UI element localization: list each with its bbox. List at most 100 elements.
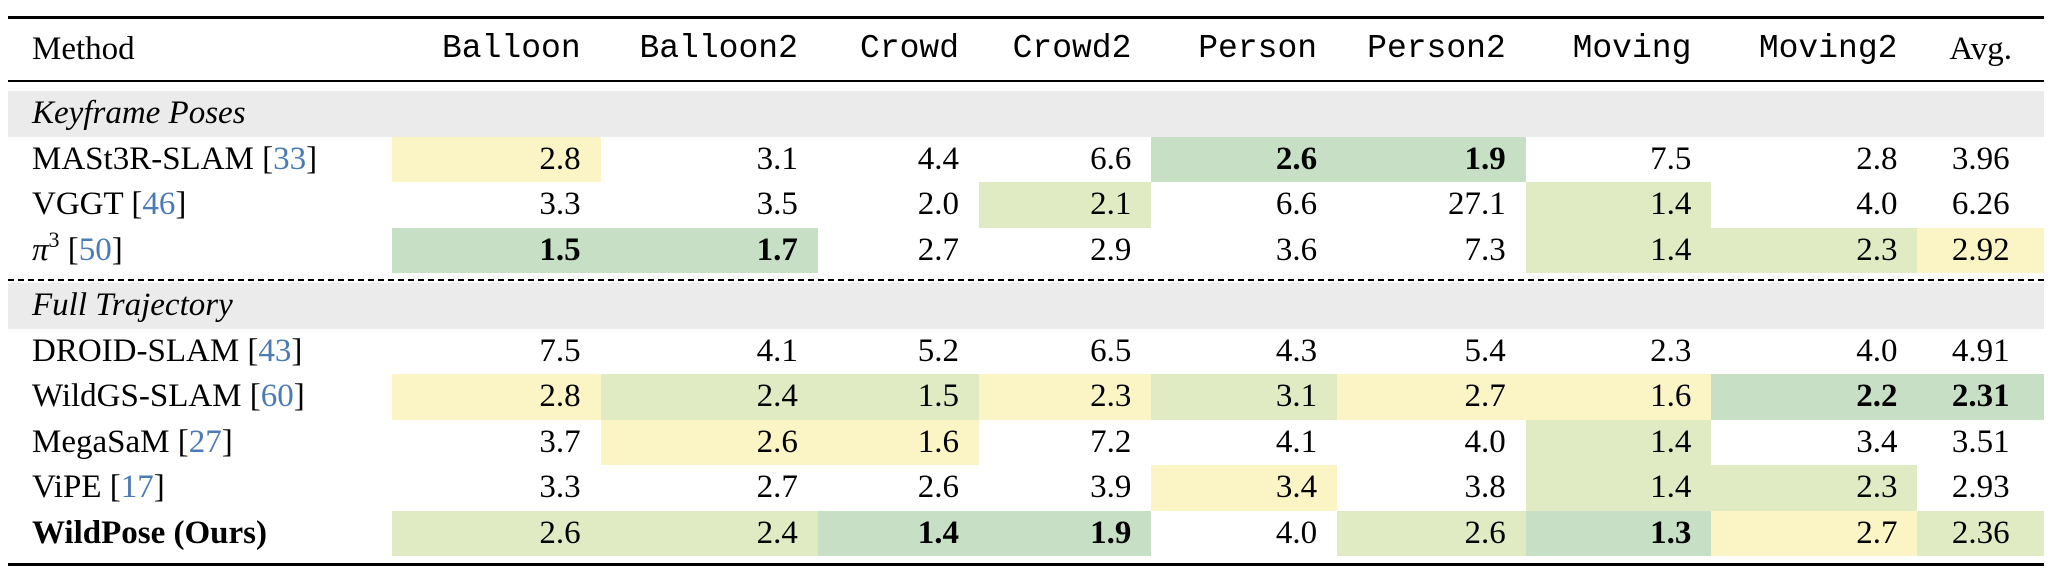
table-row: MegaSaM [27] 3.7 2.6 1.6 7.2 4.1 4.0 1.4 3.4 3.51 xyxy=(8,419,2044,465)
value-cell: 2.6 xyxy=(600,419,818,465)
value-cell: 2.2 xyxy=(1711,374,1918,420)
citation-link[interactable]: 33 xyxy=(273,140,307,177)
value-cell: 1.4 xyxy=(1525,465,1712,511)
value-cell: 1.9 xyxy=(1337,136,1526,182)
section-header-row: Keyframe Poses xyxy=(8,91,2044,137)
table-row: VGGT [46] 3.3 3.5 2.0 2.1 6.6 27.1 1.4 4.0 6.26 xyxy=(8,182,2044,228)
value-cell: 7.5 xyxy=(1650,140,1692,177)
value-cell: 6.6 xyxy=(1090,140,1132,177)
method-name-cell: DROID-SLAM [43] xyxy=(32,332,303,369)
avg-cell: 2.93 xyxy=(1951,469,2010,505)
table-row: WildGS-SLAM [60] 2.8 2.4 1.5 2.3 3.1 2.7 1.6 2.2… xyxy=(8,374,2044,420)
value-cell: 3.6 xyxy=(1275,231,1318,268)
value-cell: 2.6 xyxy=(917,469,960,505)
value-cell: 7.5 xyxy=(539,332,581,369)
method-name-cell: VGGT [46] xyxy=(32,186,187,222)
value-cell: 2.6 xyxy=(391,510,601,556)
value-cell: 1.5 xyxy=(391,227,601,273)
value-cell: 3.1 xyxy=(1151,374,1338,420)
citation-link[interactable]: 27 xyxy=(188,423,222,460)
value-cell: 4.4 xyxy=(917,140,960,177)
value-cell: 3.7 xyxy=(539,423,581,460)
value-cell: 3.3 xyxy=(539,186,581,222)
results-table: Method Balloon Balloon2 Crowd Crowd2 Per… xyxy=(8,19,2044,556)
bottom-rule xyxy=(8,563,2044,566)
value-cell: 1.6 xyxy=(817,419,980,465)
avg-cell: 3.96 xyxy=(1951,140,2010,177)
avg-cell: 4.91 xyxy=(1951,332,2010,369)
citation-link[interactable]: 46 xyxy=(142,186,176,222)
value-cell: 1.4 xyxy=(1525,419,1712,465)
value-cell: 3.5 xyxy=(756,186,798,222)
value-cell: 4.0 xyxy=(1856,186,1898,222)
value-cell: 1.4 xyxy=(1525,182,1712,228)
value-cell: 7.2 xyxy=(1090,423,1132,460)
citation-link[interactable]: 43 xyxy=(258,332,292,369)
value-cell: 2.7 xyxy=(1337,374,1526,420)
citation-link[interactable]: 50 xyxy=(78,231,112,268)
method-name: WildPose (Ours) xyxy=(32,514,267,551)
method-name-superscript: 3 xyxy=(48,226,60,252)
header-col: Moving xyxy=(1572,30,1692,67)
method-name: VGGT xyxy=(32,186,124,222)
method-name: π xyxy=(32,231,49,268)
section-dashed-divider xyxy=(8,279,2044,281)
method-name: DROID-SLAM xyxy=(32,332,240,369)
section-title: Full Trajectory xyxy=(8,283,2044,329)
header-col: Person xyxy=(1198,30,1318,67)
avg-cell: 3.51 xyxy=(1951,423,2010,460)
value-cell: 2.8 xyxy=(391,136,601,182)
top-rule xyxy=(8,16,2044,19)
table-row: WildPose (Ours) 2.6 2.4 1.4 1.9 4.0 2.6 1.3 2.7 2… xyxy=(8,510,2044,557)
value-cell: 2.4 xyxy=(600,510,818,556)
value-cell: 2.9 xyxy=(1090,231,1132,268)
value-cell: 2.6 xyxy=(1337,510,1526,556)
citation-link[interactable]: 17 xyxy=(120,469,154,505)
avg-cell: 6.26 xyxy=(1951,186,2010,222)
header-col: Person2 xyxy=(1367,30,1506,67)
method-name: ViPE xyxy=(32,469,102,505)
header-row: Method Balloon Balloon2 Crowd Crowd2 Per… xyxy=(8,19,2044,79)
method-name: WildGS-SLAM xyxy=(32,378,242,414)
value-cell: 6.5 xyxy=(1090,332,1132,369)
value-cell: 6.6 xyxy=(1275,186,1318,222)
value-cell: 3.8 xyxy=(1464,469,1506,505)
value-cell: 1.4 xyxy=(817,510,980,556)
value-cell: 1.6 xyxy=(1525,374,1712,420)
method-name-cell: MASt3R-SLAM [33] xyxy=(32,140,318,177)
value-cell: 4.1 xyxy=(756,332,798,369)
header-avg: Avg. xyxy=(1949,31,2013,67)
header-col: Balloon2 xyxy=(639,30,798,67)
value-cell: 1.4 xyxy=(1525,227,1712,273)
value-cell: 1.7 xyxy=(600,227,818,273)
value-cell: 2.6 xyxy=(1151,136,1338,182)
value-cell: 2.3 xyxy=(1711,227,1918,273)
value-cell: 5.4 xyxy=(1464,332,1506,369)
value-cell: 2.7 xyxy=(756,469,798,505)
value-cell: 2.3 xyxy=(1650,332,1692,369)
table-body: Keyframe Poses MASt3R-SLAM [33] 2.8 3.1 4.4 6… xyxy=(8,91,2044,556)
value-cell: 2.0 xyxy=(917,186,960,222)
value-cell: 1.9 xyxy=(979,510,1152,556)
method-name: MegaSaM xyxy=(32,423,170,460)
value-cell: 2.7 xyxy=(1711,510,1918,556)
table-row: DROID-SLAM [43] 7.5 4.1 5.2 6.5 4.3 5.4 2.3 4.0 4… xyxy=(8,329,2044,375)
value-cell: 3.9 xyxy=(1090,469,1132,505)
value-cell: 2.4 xyxy=(600,374,818,420)
method-name-cell: WildGS-SLAM [60] xyxy=(32,378,305,414)
avg-cell: 2.36 xyxy=(1917,510,2044,556)
header-rule xyxy=(8,80,2044,82)
method-name-cell: MegaSaM [27] xyxy=(32,423,233,460)
method-name-cell: WildPose (Ours) xyxy=(8,511,392,557)
value-cell: 4.3 xyxy=(1275,332,1318,369)
header-col: Balloon xyxy=(442,30,581,67)
citation-link[interactable]: 60 xyxy=(260,378,294,414)
section-title: Keyframe Poses xyxy=(8,91,2044,137)
method-name-cell: π3 [50] xyxy=(32,226,123,268)
value-cell: 1.5 xyxy=(817,374,980,420)
value-cell: 2.3 xyxy=(1711,465,1918,511)
value-cell: 3.4 xyxy=(1151,465,1338,511)
value-cell: 7.3 xyxy=(1464,231,1506,268)
value-cell: 4.0 xyxy=(1464,423,1506,460)
